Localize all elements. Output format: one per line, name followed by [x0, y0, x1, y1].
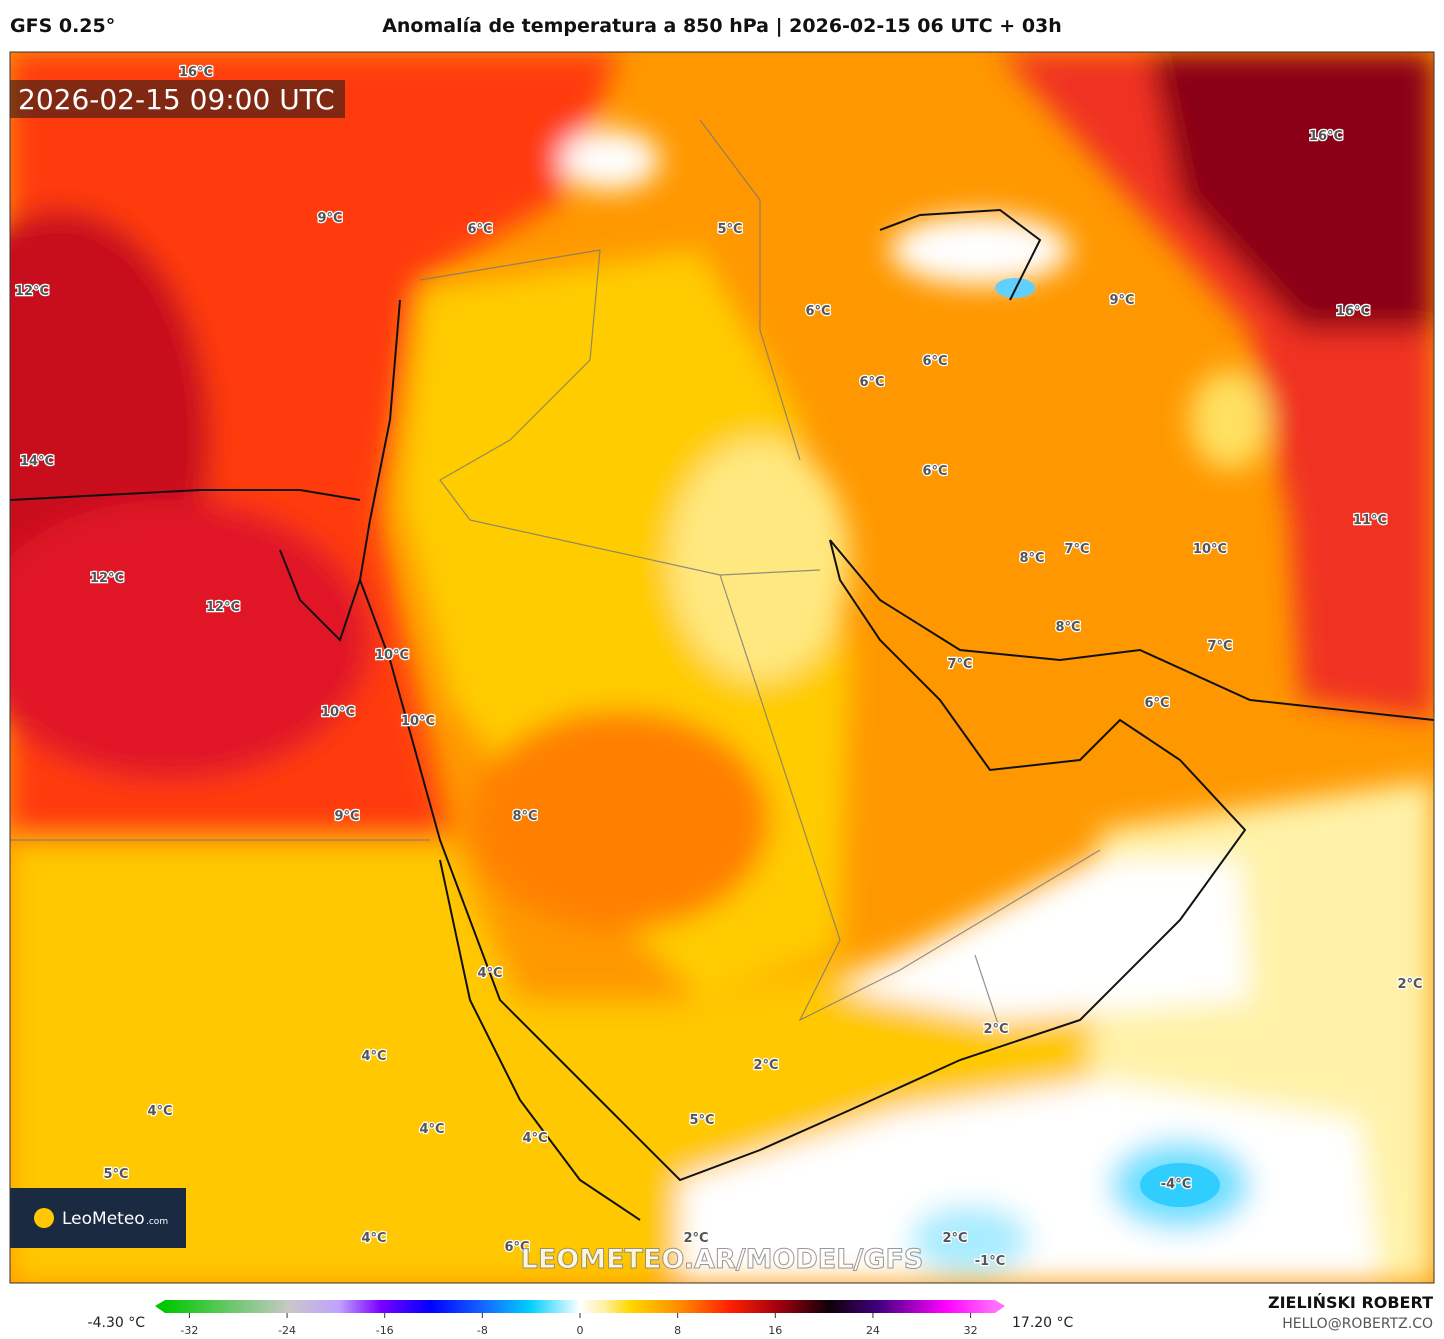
contour-label: 12°C	[15, 284, 49, 299]
colorbar-gradient	[165, 1300, 995, 1313]
contour-label: 8°C	[1019, 551, 1044, 566]
contour-label: 4°C	[361, 1049, 386, 1064]
contour-label: 9°C	[317, 211, 342, 226]
contour-label: -4°C	[1161, 1177, 1191, 1192]
contour-label: 11°C	[1353, 513, 1387, 528]
contour-label: 12°C	[206, 600, 240, 615]
map-title: Anomalía de temperatura a 850 hPa | 2026…	[382, 15, 1062, 37]
colorbar	[155, 1300, 1005, 1313]
contour-label: 4°C	[147, 1104, 172, 1119]
colorbar-tick-label: 32	[964, 1324, 978, 1337]
contour-label: 10°C	[1193, 542, 1227, 557]
logo-name: LeoMeteo	[62, 1209, 145, 1229]
contour-label: 2°C	[983, 1022, 1008, 1037]
colorbar-min-arrow	[155, 1300, 165, 1313]
contour-label: 7°C	[1064, 542, 1089, 557]
map-frame	[9, 51, 1435, 1284]
contour-label: 9°C	[334, 809, 359, 824]
contact: HELLO@ROBERTZ.CO	[1282, 1316, 1433, 1332]
colorbar-tick-label: -8	[477, 1324, 488, 1337]
contour-label: 5°C	[717, 222, 742, 237]
timestamp: 2026-02-15 09:00 UTC	[18, 83, 335, 116]
colorbar-tick-label: 0	[577, 1324, 584, 1337]
colorbar-tick-label: -32	[180, 1324, 198, 1337]
contour-label: 16°C	[1336, 304, 1370, 319]
contour-label: 5°C	[103, 1167, 128, 1182]
contour-label: 10°C	[375, 648, 409, 663]
contour-label: 6°C	[922, 354, 947, 369]
contour-label: 6°C	[504, 1240, 529, 1255]
contour-label: 16°C	[1309, 129, 1343, 144]
colorbar-max-label: 17.20 °C	[1012, 1315, 1074, 1331]
contour-label: 12°C	[90, 571, 124, 586]
contour-label: 10°C	[321, 705, 355, 720]
timestamp-box	[10, 80, 345, 118]
borders	[10, 119, 1101, 1031]
contour-label: 7°C	[947, 657, 972, 672]
cold-core	[1140, 1163, 1220, 1207]
colorbar-tick-label: -16	[376, 1324, 394, 1337]
contour-label: 4°C	[419, 1122, 444, 1137]
contour-label: 16°C	[179, 65, 213, 80]
colorbar-tick-label: 8	[674, 1324, 681, 1337]
colorbar-tick-label: -24	[278, 1324, 296, 1337]
contour-label: 2°C	[753, 1058, 778, 1073]
contour-label: 4°C	[522, 1131, 547, 1146]
author: ZIELIŃSKI ROBERT	[1268, 1293, 1433, 1312]
contour-label: 4°C	[477, 966, 502, 981]
colorbar-min-label: -4.30 °C	[88, 1315, 146, 1331]
colorbar-max-arrow	[995, 1300, 1005, 1313]
contour-label: 6°C	[859, 375, 884, 390]
contour-label: 8°C	[512, 809, 537, 824]
logo-sun	[34, 1208, 54, 1228]
contour-label: 5°C	[689, 1113, 714, 1128]
logo-suffix: .com	[146, 1217, 168, 1227]
map: 2026-02-15 09:00 UTC 16°C 9°C 6°C 5°C 12°C 6°…	[10, 52, 1434, 1283]
contour-label: 6°C	[805, 304, 830, 319]
contour-label: 2°C	[683, 1231, 708, 1246]
watermark: LEOMETEO.AR/MODEL/GFS	[521, 1244, 924, 1275]
colorbar-tick-label: 16	[768, 1324, 782, 1337]
contour-label: 2°C	[1397, 977, 1422, 992]
contour-label: 9°C	[1109, 293, 1134, 308]
contour-label: 4°C	[361, 1231, 386, 1246]
contour-label: 6°C	[1144, 696, 1169, 711]
colorbar-tick-label: 24	[866, 1324, 880, 1337]
coastlines	[10, 208, 1434, 1221]
contour-label: 14°C	[20, 454, 54, 469]
contour-label: 8°C	[1055, 620, 1080, 635]
contour-label: 10°C	[401, 714, 435, 729]
contour-label: 2°C	[942, 1231, 967, 1246]
model-name: GFS 0.25°	[10, 15, 115, 37]
contour-label: 6°C	[467, 222, 492, 237]
contour-label: -1°C	[975, 1254, 1005, 1269]
contour-label: 6°C	[922, 464, 947, 479]
contour-label: 7°C	[1207, 639, 1232, 654]
